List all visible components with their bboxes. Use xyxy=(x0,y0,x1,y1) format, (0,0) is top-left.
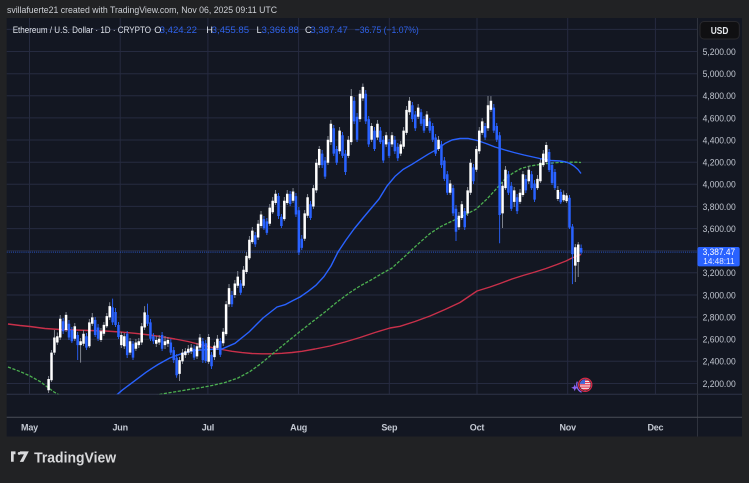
svg-text:4,200.00: 4,200.00 xyxy=(703,158,736,168)
svg-text:3,387.47: 3,387.47 xyxy=(703,246,736,257)
svg-text:May: May xyxy=(21,423,38,433)
svg-text:TradingView: TradingView xyxy=(34,451,117,467)
svg-text:Nov: Nov xyxy=(559,423,576,433)
svg-text:3,424.22: 3,424.22 xyxy=(160,25,197,35)
svg-text:Sep: Sep xyxy=(381,423,398,433)
svg-text:L: L xyxy=(257,25,262,35)
svg-text:Jul: Jul xyxy=(202,423,214,433)
svg-text:Dec: Dec xyxy=(647,423,663,433)
svg-text:USD: USD xyxy=(711,26,729,37)
svg-text:3,600.00: 3,600.00 xyxy=(703,224,736,234)
svg-text:3,455.85: 3,455.85 xyxy=(212,25,249,35)
svg-text:Ethereum / U.S. Dollar · 1D ·: Ethereum / U.S. Dollar · 1D · CRYPTO xyxy=(13,25,151,35)
svg-text:4,400.00: 4,400.00 xyxy=(703,135,736,145)
svg-text:5,200.00: 5,200.00 xyxy=(703,47,736,57)
svg-text:C: C xyxy=(305,25,312,35)
svg-text:3,200.00: 3,200.00 xyxy=(703,268,736,278)
svg-text:5,000.00: 5,000.00 xyxy=(703,69,736,79)
svg-text:H: H xyxy=(206,25,213,35)
svg-text:svillafuerte21 created with Tr: svillafuerte21 created with TradingView.… xyxy=(7,5,277,16)
svg-text:3,000.00: 3,000.00 xyxy=(703,290,736,300)
svg-text:Aug: Aug xyxy=(290,423,307,433)
svg-text:4,800.00: 4,800.00 xyxy=(703,91,736,101)
svg-text:2,600.00: 2,600.00 xyxy=(703,335,736,345)
svg-text:Oct: Oct xyxy=(470,423,485,433)
svg-text:2,800.00: 2,800.00 xyxy=(703,313,736,323)
svg-text:4,000.00: 4,000.00 xyxy=(703,180,736,190)
svg-text:O: O xyxy=(154,25,161,35)
svg-text:3,366.88: 3,366.88 xyxy=(262,25,299,35)
svg-text:3,800.00: 3,800.00 xyxy=(703,202,736,212)
svg-text:14:48:11: 14:48:11 xyxy=(703,256,734,266)
svg-text:Jun: Jun xyxy=(112,423,127,433)
svg-text:2,200.00: 2,200.00 xyxy=(703,379,736,389)
svg-text:2,400.00: 2,400.00 xyxy=(703,357,736,367)
svg-text:4,600.00: 4,600.00 xyxy=(703,113,736,123)
svg-text:3,387.47: 3,387.47 xyxy=(310,25,347,35)
svg-text:−36.75 (−1.07%): −36.75 (−1.07%) xyxy=(355,25,419,35)
